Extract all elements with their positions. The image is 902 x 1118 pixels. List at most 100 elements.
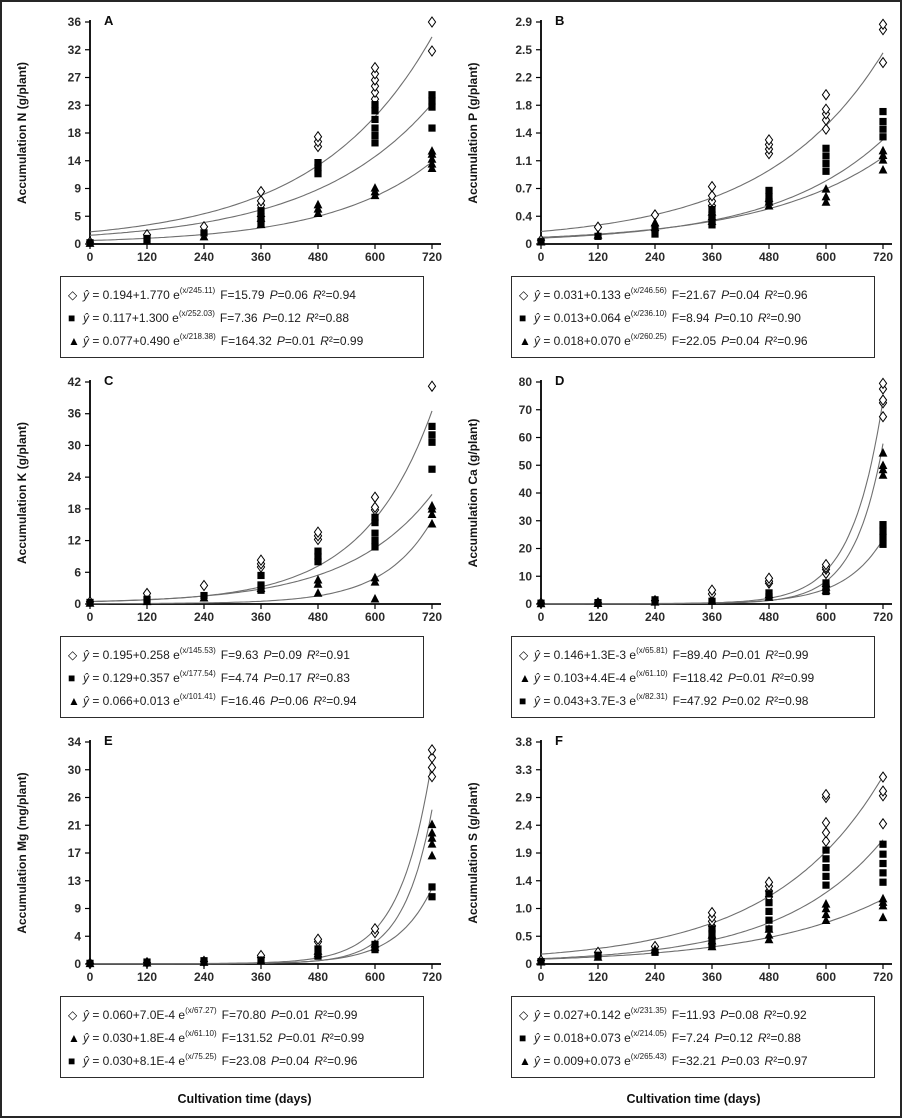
y-tick-label: 26	[68, 791, 82, 805]
x-tick-label: 360	[251, 970, 271, 984]
data-point-triangle	[764, 934, 774, 944]
x-tick-label: 480	[308, 610, 328, 624]
legend-equation: ŷ = 0.129+0.357 e	[83, 671, 180, 685]
data-point-square	[879, 840, 887, 848]
legend-marker-icon: ◇	[519, 288, 529, 302]
data-point-triangle	[878, 145, 888, 155]
data-point-triangle	[536, 236, 546, 246]
panel-f: Accumulation S (g/plant) 0 0.5 1.0 1.4 1.9 2.…	[453, 726, 900, 1086]
data-point-diamond	[821, 123, 831, 136]
legend-p-value: P=0.04	[271, 1054, 310, 1068]
data-point-square	[428, 431, 436, 439]
data-point-diamond	[878, 785, 888, 797]
data-point-square	[86, 959, 94, 967]
data-point-square	[371, 543, 379, 551]
data-point-triangle	[593, 230, 603, 239]
y-tick-label: 0	[74, 957, 81, 971]
data-point-diamond	[878, 410, 888, 423]
legend-marker-icon: ▲	[68, 334, 80, 348]
legend-exponent: (x/61.10)	[636, 669, 668, 678]
data-point-square	[822, 864, 830, 872]
data-point-square	[371, 107, 379, 115]
data-point-triangle	[427, 159, 437, 168]
data-point-triangle	[821, 184, 831, 193]
data-point-square	[765, 907, 773, 916]
data-point-square	[428, 97, 436, 105]
data-point-triangle	[427, 154, 437, 163]
data-point-triangle	[427, 850, 437, 860]
legend-exponent: (x/145.53)	[179, 646, 216, 655]
data-point-triangle	[878, 154, 888, 164]
data-point-square	[257, 571, 265, 580]
y-tick-label: 9	[74, 182, 81, 196]
data-point-square	[765, 186, 773, 195]
legend-exponent: (x/75.25)	[185, 1052, 217, 1061]
chart-accumulation-mg: Accumulation Mg (mg/plant) 0 4 9 13 17 21 26 30…	[15, 733, 442, 984]
data-point-diamond	[707, 189, 717, 202]
data-point-triangle	[427, 509, 437, 518]
data-point-triangle	[313, 588, 323, 597]
legend-exponent: (x/252.03)	[178, 309, 215, 318]
data-point-triangle	[427, 833, 437, 842]
legend-p-value: P=0.01	[722, 648, 761, 662]
x-tick-label: 600	[816, 250, 836, 264]
data-point-diamond	[313, 130, 323, 143]
legend-exponent: (x/67.27)	[185, 1006, 217, 1015]
legend-r-squared: R²=0.83	[306, 671, 350, 685]
panel-letter: C	[104, 373, 114, 388]
legend-r-squared: R²=0.96	[764, 334, 808, 348]
panel-b: Accumulation P (g/plant) 0 0.4 0.7 1.1 1.4 1.…	[453, 6, 900, 366]
data-point-triangle	[764, 193, 774, 202]
x-tick-label: 0	[538, 250, 545, 264]
legend-row: ▲ ŷ = 0.103+4.4E-4 e(x/61.10) F=118.42 P=0.…	[519, 665, 868, 688]
x-tick-label: 600	[365, 250, 385, 264]
y-tick-label: 1.9	[515, 846, 532, 860]
data-point-square	[765, 899, 773, 907]
data-point-diamond	[878, 18, 888, 31]
legend-marker-icon: ▲	[68, 694, 80, 708]
x-tick-label: 120	[137, 250, 157, 264]
legend-equation: ŷ = 0.030+1.8E-4 e	[83, 1031, 186, 1045]
y-tick-label: 30	[68, 763, 82, 777]
data-point-square	[314, 552, 322, 561]
data-point-diamond	[256, 194, 266, 207]
y-tick-label: 9	[74, 902, 81, 916]
data-point-triangle	[427, 839, 437, 848]
data-point-square	[428, 883, 436, 891]
data-point-square	[428, 124, 436, 132]
legend-equation: ŷ = 0.066+0.013 e	[83, 694, 180, 708]
data-point-diamond	[764, 134, 774, 146]
data-point-triangle	[427, 518, 437, 528]
data-point-diamond	[256, 185, 266, 198]
legend-marker-icon: ▲	[68, 1031, 80, 1045]
panel-letter: F	[555, 733, 563, 748]
legend-p-value: P=0.02	[722, 694, 761, 708]
data-point-triangle	[821, 909, 831, 919]
legend-r-squared: R²=0.98	[765, 694, 809, 708]
legend-exponent: (x/218.38)	[179, 332, 216, 341]
legend-p-value: P=0.03	[721, 1054, 760, 1068]
x-tick-label: 600	[816, 970, 836, 984]
legend-exponent: (x/61.10)	[185, 1029, 217, 1038]
y-tick-label: 1.4	[515, 126, 532, 140]
y-tick-label: 1.4	[515, 874, 532, 888]
data-point-triangle	[142, 596, 152, 606]
y-tick-label: 42	[68, 375, 82, 389]
y-tick-label: 36	[68, 407, 82, 421]
legend-exponent: (x/82.31)	[636, 692, 668, 701]
data-point-square	[708, 221, 716, 229]
y-axis-label-k: Accumulation K (g/plant)	[15, 422, 29, 564]
data-point-square	[143, 958, 151, 966]
y-tick-label: 0	[74, 597, 81, 611]
x-tick-label: 240	[645, 250, 665, 264]
y-tick-label: 10	[519, 569, 533, 583]
y-tick-label: 2.9	[515, 15, 532, 29]
data-point-triangle	[821, 899, 831, 908]
legend-f-stat: F=118.42	[672, 671, 723, 685]
data-point-square	[314, 547, 322, 555]
legend-equation: ŷ = 0.018+0.070 e	[534, 334, 631, 348]
legend-r-squared: R²=0.91	[306, 648, 350, 662]
y-tick-label: 24	[68, 470, 82, 484]
data-point-triangle	[370, 183, 380, 192]
legend-f-stat: F=9.63	[220, 648, 259, 662]
